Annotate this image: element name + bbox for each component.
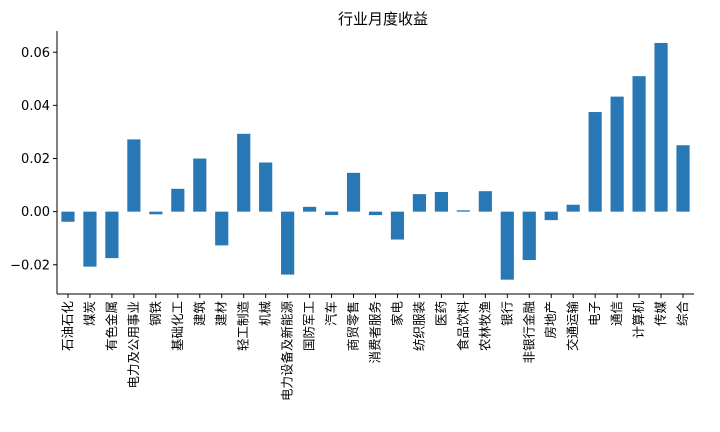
x-tick-label-0: 石油石化 bbox=[60, 301, 75, 352]
y-tick-label-2: 0.02 bbox=[21, 152, 50, 167]
x-tick-label-6: 建筑 bbox=[192, 301, 207, 327]
x-tick-label-21: 非银行金融 bbox=[521, 301, 536, 364]
x-tick-label-2: 有色金属 bbox=[104, 301, 119, 351]
bar-18 bbox=[456, 210, 470, 212]
x-tick-label-7: 建材 bbox=[214, 301, 229, 326]
bar-4 bbox=[149, 211, 163, 215]
bar-13 bbox=[346, 172, 361, 212]
bar-28 bbox=[676, 145, 690, 212]
bar-14 bbox=[368, 211, 383, 216]
bar-12 bbox=[324, 211, 339, 216]
bars-group bbox=[61, 42, 690, 280]
x-tick-label-1: 煤炭 bbox=[82, 301, 97, 326]
bar-24 bbox=[588, 112, 602, 212]
x-axis: 石油石化 煤炭 有色金属 电力及公用事业 钢铁 基础化工 建筑 建材 轻工制造 机械 电力设备及新能… bbox=[57, 293, 694, 402]
bar-27 bbox=[654, 42, 668, 212]
x-tick-label-4: 钢铁 bbox=[148, 301, 163, 327]
x-tick-label-15: 家电 bbox=[389, 301, 404, 327]
x-tick-label-20: 银行 bbox=[499, 301, 514, 326]
bar-11 bbox=[303, 206, 317, 212]
bar-23 bbox=[566, 204, 580, 212]
y-tick-label-0: −0.02 bbox=[10, 258, 50, 273]
x-tick-label-24: 电子 bbox=[587, 301, 602, 326]
y-tick-label-4: 0.06 bbox=[21, 46, 50, 61]
bar-2 bbox=[105, 211, 119, 259]
bar-20 bbox=[500, 211, 514, 280]
x-tick-label-12: 汽车 bbox=[324, 301, 339, 326]
x-tick-label-8: 轻工制造 bbox=[236, 301, 251, 352]
x-tick-label-27: 传媒 bbox=[653, 301, 668, 327]
bar-1 bbox=[83, 211, 97, 267]
x-tick-label-16: 纺织服装 bbox=[411, 301, 426, 351]
x-tick-label-13: 商贸零售 bbox=[346, 301, 361, 351]
y-tick-label-1: 0.00 bbox=[21, 205, 50, 220]
bar-19 bbox=[478, 191, 492, 212]
bar-9 bbox=[259, 162, 273, 212]
x-tick-label-17: 医药 bbox=[433, 301, 448, 326]
bar-8 bbox=[237, 133, 251, 212]
bar-22 bbox=[544, 211, 558, 221]
x-tick-label-10: 电力设备及新能源 bbox=[280, 301, 295, 402]
bar-15 bbox=[390, 211, 405, 240]
x-tick-label-25: 通信 bbox=[609, 301, 624, 326]
x-tick-label-23: 交通运输 bbox=[565, 301, 580, 352]
x-tick-label-22: 房地产 bbox=[543, 301, 558, 339]
bar-17 bbox=[434, 191, 448, 212]
y-tick-label-3: 0.04 bbox=[21, 99, 50, 114]
bar-25 bbox=[610, 96, 624, 212]
bar-16 bbox=[412, 194, 427, 212]
x-tick-label-18: 食品饮料 bbox=[455, 301, 470, 352]
bar-3 bbox=[127, 139, 141, 212]
x-tick-label-14: 消费者服务 bbox=[368, 301, 383, 364]
x-tick-label-5: 基础化工 bbox=[170, 301, 185, 351]
bar-7 bbox=[215, 211, 229, 246]
bar-26 bbox=[632, 76, 646, 212]
x-tick-label-11: 国防军工 bbox=[302, 301, 317, 351]
x-tick-label-3: 电力及公用事业 bbox=[126, 301, 141, 389]
bar-21 bbox=[522, 211, 536, 260]
bar-0 bbox=[61, 211, 75, 222]
x-tick-label-19: 农林牧渔 bbox=[477, 301, 492, 351]
x-tick-label-9: 机械 bbox=[258, 301, 273, 327]
chart-title: 行业月度收益 bbox=[338, 10, 428, 28]
bar-5 bbox=[171, 188, 185, 212]
bar-10 bbox=[281, 211, 295, 275]
bar-6 bbox=[193, 158, 207, 212]
y-axis: −0.02 0.00 0.02 0.04 0.06 bbox=[10, 31, 58, 294]
x-tick-label-28: 综合 bbox=[675, 301, 690, 327]
x-tick-label-26: 计算机 bbox=[631, 301, 646, 339]
